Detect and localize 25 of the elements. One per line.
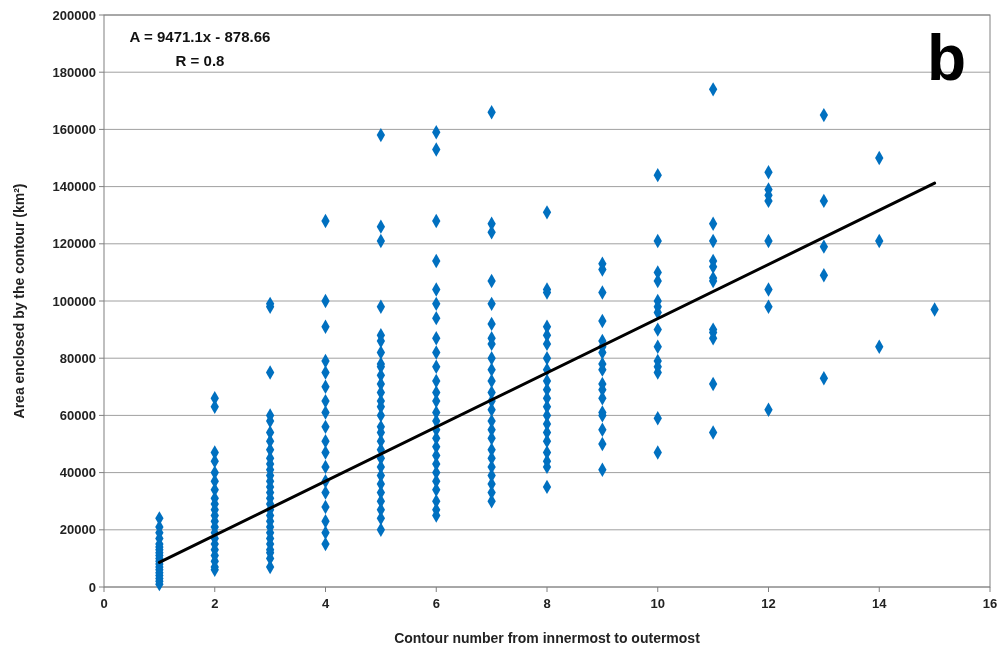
y-tick-label: 140000: [52, 179, 96, 195]
x-tick-label: 10: [650, 596, 665, 611]
y-tick-label: 160000: [52, 121, 96, 137]
annotation: b: [926, 22, 966, 94]
annotation: A = 9471.1x - 878.66: [129, 28, 271, 45]
y-tick-label: 80000: [59, 350, 96, 366]
y-axis-title: Area enclosed by the contour (km²): [11, 183, 27, 419]
x-tick-label: 16: [982, 596, 998, 611]
y-tick-label: 100000: [52, 293, 96, 309]
x-axis-title: Contour number from innermost to outermost: [394, 630, 701, 646]
x-tick-label: 4: [321, 596, 330, 611]
x-tick-label: 8: [543, 596, 551, 611]
y-tick-label: 180000: [52, 64, 96, 80]
y-tick-label: 60000: [59, 407, 96, 423]
x-tick-label: 12: [761, 596, 776, 611]
x-tick-label: 6: [432, 596, 440, 611]
y-tick-label: 120000: [52, 236, 96, 252]
y-tick-label: 200000: [52, 7, 96, 23]
annotation: R = 0.8: [175, 52, 225, 69]
x-tick-label: 2: [211, 596, 219, 611]
y-tick-label: 0: [88, 579, 96, 595]
x-tick-label: 14: [872, 596, 888, 611]
x-tick-label: 0: [100, 596, 108, 611]
y-tick-label: 40000: [59, 465, 96, 481]
y-tick-label: 20000: [59, 522, 96, 538]
